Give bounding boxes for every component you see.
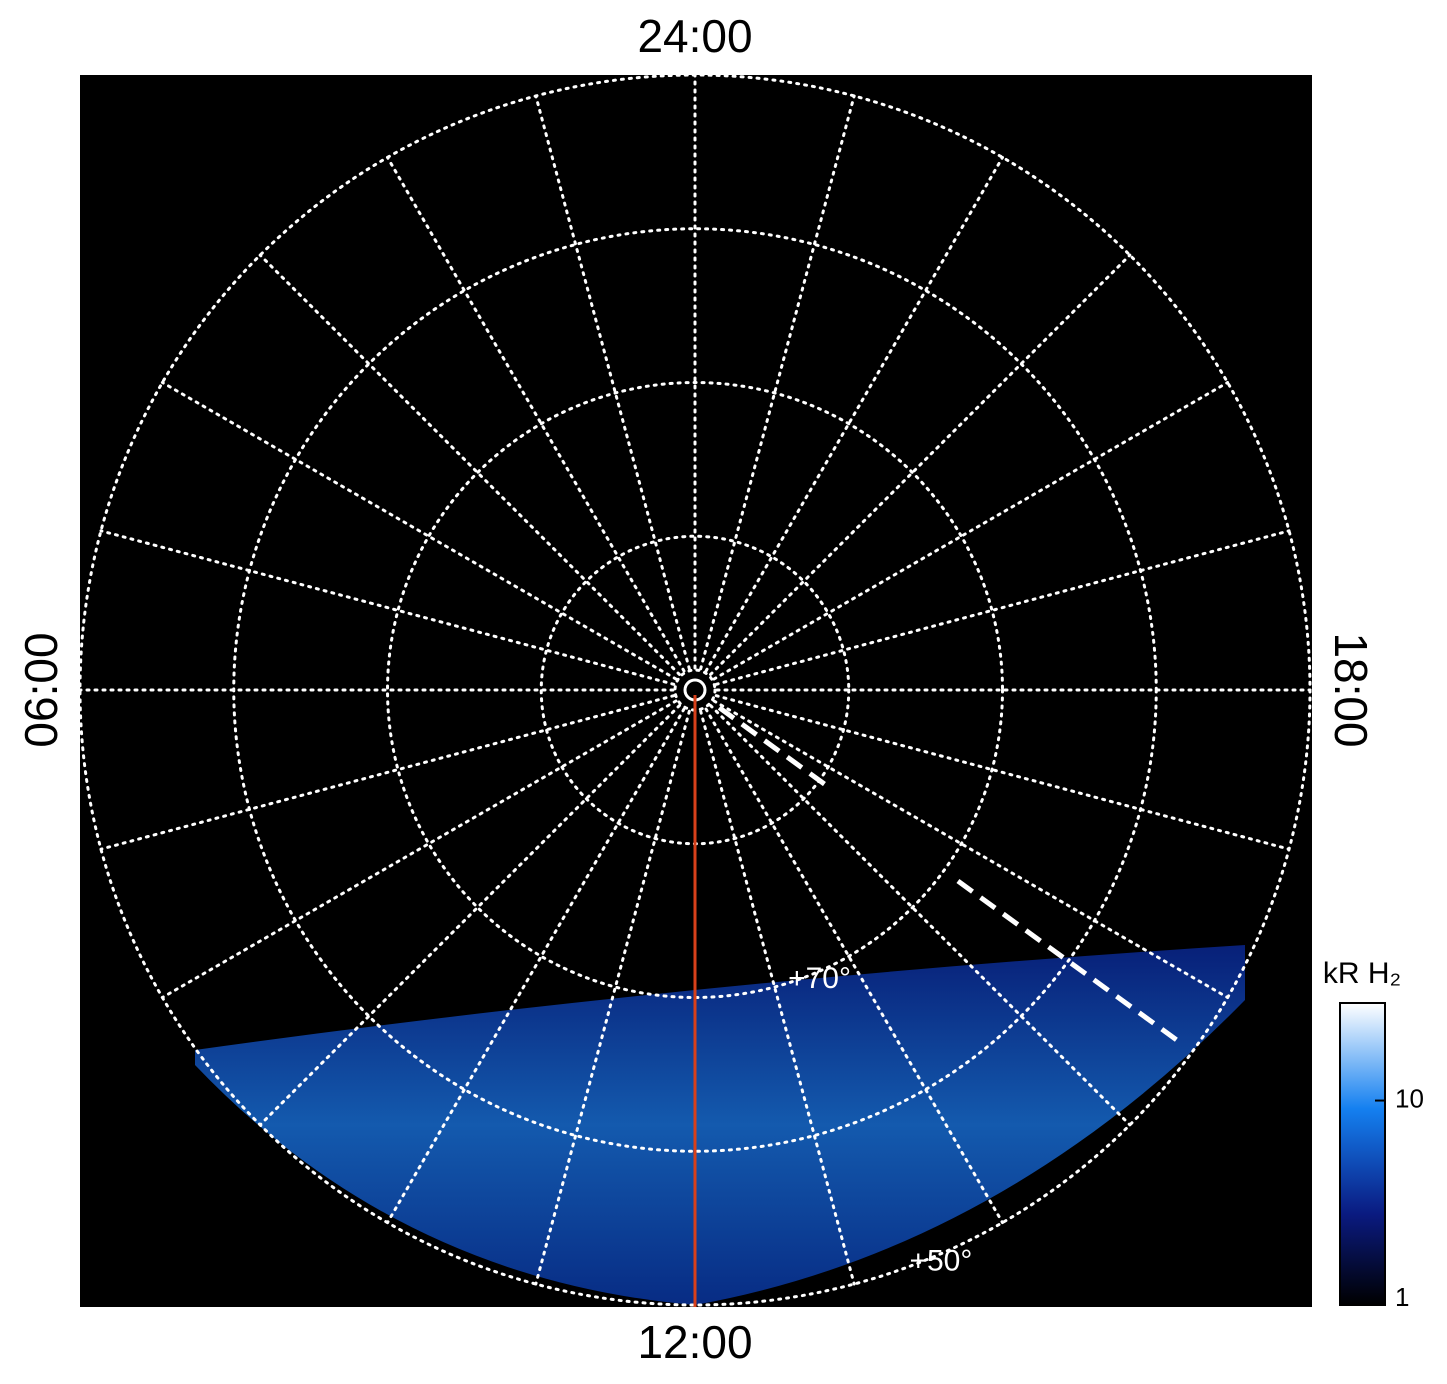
- local-time-label: 24:00: [637, 10, 752, 62]
- meridian: [699, 709, 856, 1286]
- dashed-line: [956, 879, 1182, 1045]
- dashed-line: [717, 705, 830, 790]
- aurora-image: [195, 945, 1245, 1305]
- meridian: [534, 709, 691, 1286]
- meridian: [99, 529, 676, 686]
- colorbar-label: kR H₂: [1323, 957, 1401, 990]
- colorbar-tick-label: 10: [1395, 1083, 1424, 1113]
- meridian: [258, 253, 681, 676]
- meridian: [386, 155, 686, 673]
- meridian: [534, 94, 691, 671]
- meridian: [699, 94, 856, 671]
- meridian: [160, 699, 678, 999]
- local-time-label: 06:00: [15, 632, 67, 747]
- local-time-label: 12:00: [637, 1316, 752, 1368]
- meridian: [714, 529, 1291, 686]
- meridian: [704, 707, 1004, 1225]
- aurora-emission: [195, 945, 1245, 1305]
- meridian: [704, 155, 1004, 673]
- meridian: [709, 704, 1132, 1127]
- meridian: [714, 694, 1291, 851]
- colorbar: [1339, 1002, 1386, 1306]
- meridian: [160, 381, 678, 681]
- meridian: [258, 704, 681, 1127]
- latitude-label: +70°: [788, 962, 851, 995]
- meridian: [386, 707, 686, 1225]
- latitude-label: +50°: [909, 1244, 972, 1277]
- meridian: [712, 699, 1230, 999]
- polar-grid: [80, 75, 1312, 1307]
- colorbar-tick-label: 1: [1395, 1282, 1409, 1312]
- meridian: [712, 381, 1230, 681]
- local-time-label: 18:00: [1325, 632, 1377, 747]
- meridian: [99, 694, 676, 851]
- meridian: [709, 253, 1132, 676]
